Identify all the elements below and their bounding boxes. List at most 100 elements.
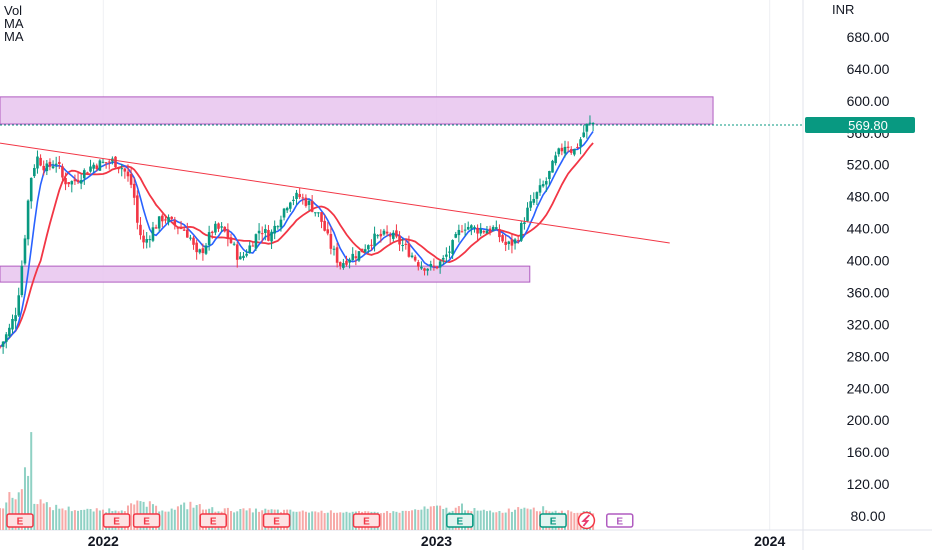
price-axis[interactable]: 680.00640.00600.00560.00520.00480.00440.… xyxy=(805,2,915,524)
earnings-marker xyxy=(352,513,381,528)
candle-body xyxy=(338,262,342,266)
candle-body xyxy=(320,212,323,222)
candle-body xyxy=(451,240,454,254)
candle-body xyxy=(526,207,529,222)
volume-bar xyxy=(170,508,173,530)
candle-body xyxy=(123,168,127,172)
volume-bar xyxy=(292,511,295,530)
legend-ma-2[interactable]: MA xyxy=(4,29,24,44)
volume-bar xyxy=(92,511,95,530)
candle-body xyxy=(295,192,298,199)
candle-body xyxy=(519,222,523,241)
candle-body xyxy=(61,166,64,178)
candle-body xyxy=(432,265,436,267)
volume-bar xyxy=(186,509,189,530)
price-tick-label: 440.00 xyxy=(847,221,890,237)
volume-bar xyxy=(233,512,236,530)
candle-body xyxy=(498,228,501,238)
candle-body xyxy=(529,201,532,208)
volume-bar xyxy=(258,511,261,530)
volume-bar xyxy=(173,509,176,530)
candle-body xyxy=(217,223,220,229)
volume-bar xyxy=(529,509,532,530)
earnings-marker-label: E xyxy=(17,517,24,528)
time-tick-label: 2023 xyxy=(421,533,452,549)
volume-bar xyxy=(245,510,248,530)
volume-bar xyxy=(345,511,348,530)
candle-body xyxy=(466,226,470,230)
volume-bar xyxy=(476,510,479,530)
candle-body xyxy=(523,222,526,224)
volume-bar xyxy=(304,511,307,530)
earnings-marker xyxy=(539,513,567,528)
candle-body xyxy=(507,241,511,245)
volume-bar xyxy=(386,511,389,530)
candle-body xyxy=(45,163,49,172)
candle-body xyxy=(17,295,21,316)
volume-bar xyxy=(570,511,573,530)
candle-body xyxy=(185,229,189,238)
candle-body xyxy=(0,346,2,348)
legend-ma-1[interactable]: MA xyxy=(4,16,24,31)
candle-body xyxy=(4,334,8,343)
candle-body xyxy=(42,165,46,171)
candle-body xyxy=(220,226,223,228)
candle-body xyxy=(145,239,149,243)
split-icon xyxy=(581,514,591,527)
legend: Vol MA MA xyxy=(4,4,24,43)
candles xyxy=(0,115,595,354)
volume-bar xyxy=(336,512,339,530)
volume-bar xyxy=(195,505,198,530)
candle-body xyxy=(516,240,520,242)
volume-bar xyxy=(342,512,345,530)
candle-body xyxy=(257,230,261,234)
volume-bar xyxy=(254,508,257,530)
candle-body xyxy=(429,263,433,267)
candle-body xyxy=(376,235,380,237)
candle-body xyxy=(29,177,33,202)
candle-body xyxy=(301,197,305,199)
candle-body xyxy=(154,227,158,229)
volume-bar xyxy=(86,508,89,530)
candle-body xyxy=(161,215,164,222)
volume-bar xyxy=(514,509,517,530)
volume-bar xyxy=(67,506,70,530)
time-axis[interactable]: 2022 2023 2024 xyxy=(88,533,786,549)
candle-body xyxy=(382,230,386,235)
candle-body xyxy=(548,171,551,180)
volume-bar xyxy=(77,510,80,530)
volume-bar xyxy=(392,511,395,530)
volume-bar xyxy=(573,513,576,530)
candle-body xyxy=(11,319,14,330)
volume-bar xyxy=(442,508,445,530)
candle-body xyxy=(573,149,576,155)
candle-body xyxy=(501,235,504,242)
volume-bar xyxy=(320,510,323,530)
volume-bar xyxy=(242,508,245,530)
volume-bar xyxy=(164,511,167,530)
zones xyxy=(0,96,803,283)
candle-body xyxy=(470,225,473,229)
earnings-marker-label: E xyxy=(210,517,217,528)
candle-body xyxy=(136,195,139,223)
candle-body xyxy=(26,200,30,240)
trendline[interactable] xyxy=(0,142,670,244)
candle-body xyxy=(313,212,317,214)
last-price-label: 569.80 xyxy=(848,118,888,133)
candle-body xyxy=(538,185,542,193)
candle-body xyxy=(223,226,227,232)
candle-body xyxy=(310,201,314,212)
candle-body xyxy=(367,245,370,250)
volume-bar xyxy=(420,509,423,530)
legend-volume[interactable]: Vol xyxy=(4,3,23,18)
candle-body xyxy=(204,245,208,254)
price-tick-label: 120.00 xyxy=(847,476,890,492)
volume-bar xyxy=(33,503,36,530)
ma-fast-line xyxy=(0,130,594,348)
candle-body xyxy=(541,184,545,187)
candle-body xyxy=(342,263,345,268)
volume-bar xyxy=(411,510,414,530)
earnings-marker xyxy=(132,513,161,528)
